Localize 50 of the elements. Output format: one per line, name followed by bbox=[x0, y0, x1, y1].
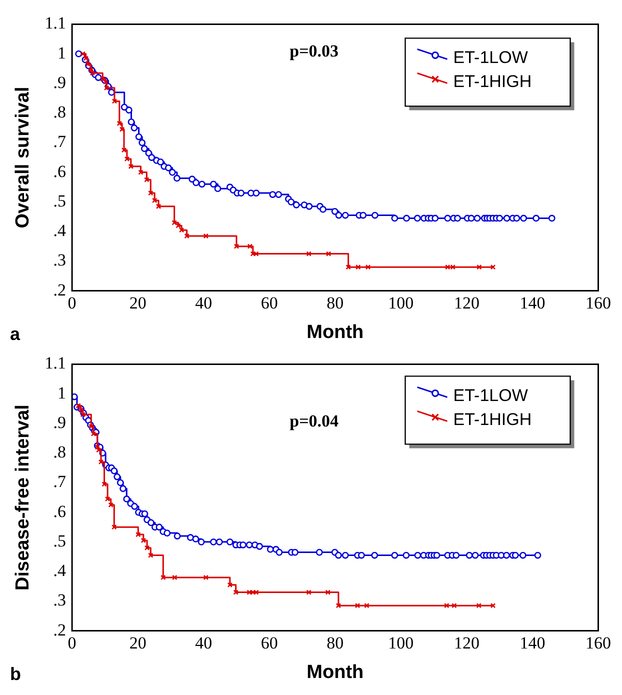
x-tick-label: 160 bbox=[586, 633, 611, 652]
x-tick-label: 40 bbox=[195, 293, 212, 312]
y-tick-label: .6 bbox=[53, 502, 66, 521]
y-tick-label: .8 bbox=[53, 102, 66, 122]
x-tick-label: 0 bbox=[68, 633, 76, 652]
annotation: p=0.04 bbox=[290, 412, 340, 431]
x-axis-title: Month bbox=[306, 662, 364, 683]
y-tick-label: .6 bbox=[53, 162, 66, 181]
y-axis-title: Overall survival bbox=[12, 86, 34, 228]
x-tick-label: 140 bbox=[520, 293, 546, 312]
legend-label: ET-1LOW bbox=[453, 48, 528, 67]
y-tick-label: .5 bbox=[53, 191, 66, 210]
x-tick-label: 20 bbox=[129, 633, 146, 652]
y-tick-label: 1 bbox=[58, 43, 66, 62]
x-tick-label: 140 bbox=[520, 633, 546, 652]
legend-label: ET-1LOW bbox=[453, 386, 528, 405]
x-tick-label: 120 bbox=[454, 293, 480, 312]
y-tick-label: 1.1 bbox=[44, 14, 66, 33]
annotation: p=0.03 bbox=[290, 42, 339, 61]
y-tick-label: .9 bbox=[53, 412, 66, 432]
y-tick-label: .2 bbox=[53, 620, 66, 640]
x-tick-label: 100 bbox=[388, 293, 414, 312]
y-tick-label: .8 bbox=[53, 442, 66, 462]
y-tick-label: .7 bbox=[53, 472, 67, 492]
x-tick-label: 120 bbox=[454, 633, 480, 652]
text: a bbox=[10, 324, 21, 344]
x-tick-label: 80 bbox=[326, 633, 344, 652]
x-tick-label: 20 bbox=[129, 293, 146, 312]
x-tick-label: 40 bbox=[195, 633, 212, 652]
y-tick-label: .2 bbox=[53, 280, 66, 300]
x-tick-label: 60 bbox=[260, 293, 278, 312]
y-tick-label: .4 bbox=[53, 561, 67, 580]
y-tick-label: .9 bbox=[53, 72, 66, 92]
y-tick-label: 1.1 bbox=[44, 354, 66, 373]
y-tick-label: .3 bbox=[53, 590, 66, 610]
x-tick-label: 60 bbox=[260, 633, 278, 652]
text: b bbox=[10, 664, 21, 684]
y-tick-label: .4 bbox=[53, 221, 67, 240]
x-tick-label: 0 bbox=[68, 293, 76, 312]
x-tick-label: 80 bbox=[326, 293, 344, 312]
x-tick-label: 160 bbox=[586, 293, 611, 312]
legend-label: ET-1HIGH bbox=[453, 72, 532, 91]
y-tick-label: 1 bbox=[58, 383, 66, 402]
x-tick-label: 100 bbox=[388, 633, 414, 652]
y-tick-label: .3 bbox=[53, 250, 66, 270]
legend-label: ET-1HIGH bbox=[453, 410, 532, 429]
y-tick-label: .5 bbox=[53, 531, 66, 550]
y-axis-title: Disease-free interval bbox=[12, 404, 34, 590]
y-tick-label: .7 bbox=[53, 132, 67, 152]
x-axis-title: Month bbox=[306, 322, 364, 343]
